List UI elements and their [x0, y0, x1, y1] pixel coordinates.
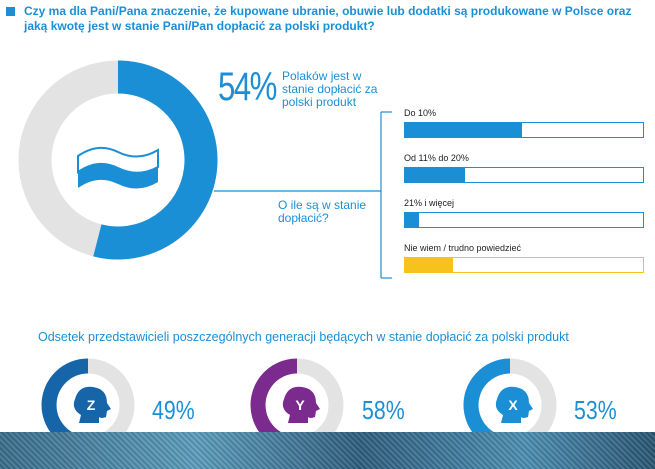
title-marker — [6, 7, 15, 16]
bar-label: 21% i więcej — [404, 198, 455, 208]
generation-y-percentage: 58% — [362, 395, 405, 425]
chart-title: Czy ma dla Pani/Pana znaczenie, że kupow… — [24, 4, 632, 33]
bar-track: 25% — [404, 167, 644, 183]
bar-value-label: 25% — [468, 170, 489, 181]
bar-label: Do 10% — [404, 108, 437, 118]
bar — [405, 258, 453, 272]
polish-flag-icon — [77, 146, 159, 189]
bar-value-label: 6% — [423, 215, 438, 226]
bar-chart-question: O ile są w stanie dopłacić? — [278, 198, 367, 225]
generation-z-percentage: 49% — [152, 395, 195, 425]
bar-value-label: 49% — [525, 125, 546, 136]
generation-x-percentage: 53% — [574, 395, 617, 425]
bar-track: 49% — [404, 122, 644, 138]
head-silhouette-icon — [282, 386, 320, 423]
bar-track: 20% — [404, 257, 644, 273]
bar-label: Nie wiem / trudno powiedzieć — [404, 243, 522, 253]
bar-label: Od 11% do 20% — [404, 153, 469, 163]
generations-title: Odsetek przedstawicieli poszczególnych g… — [38, 330, 569, 344]
head-silhouette-icon — [73, 386, 111, 423]
generation-letter: Y — [295, 397, 305, 413]
generation-letter: Z — [87, 397, 96, 413]
main-percentage: 54% — [218, 65, 277, 109]
bar — [405, 168, 465, 182]
bar — [405, 123, 522, 137]
main-donut-arc — [93, 60, 218, 260]
main-description: Polaków jest w stanie dopłacić za polski… — [282, 69, 378, 109]
bar — [405, 213, 420, 227]
bar-value-label: 20% — [456, 260, 477, 271]
head-silhouette-icon — [495, 386, 533, 423]
bar-track: 6% — [404, 212, 644, 228]
connector-lines — [214, 111, 392, 279]
generation-letter: X — [508, 397, 518, 413]
denim-texture-footer — [0, 432, 655, 469]
